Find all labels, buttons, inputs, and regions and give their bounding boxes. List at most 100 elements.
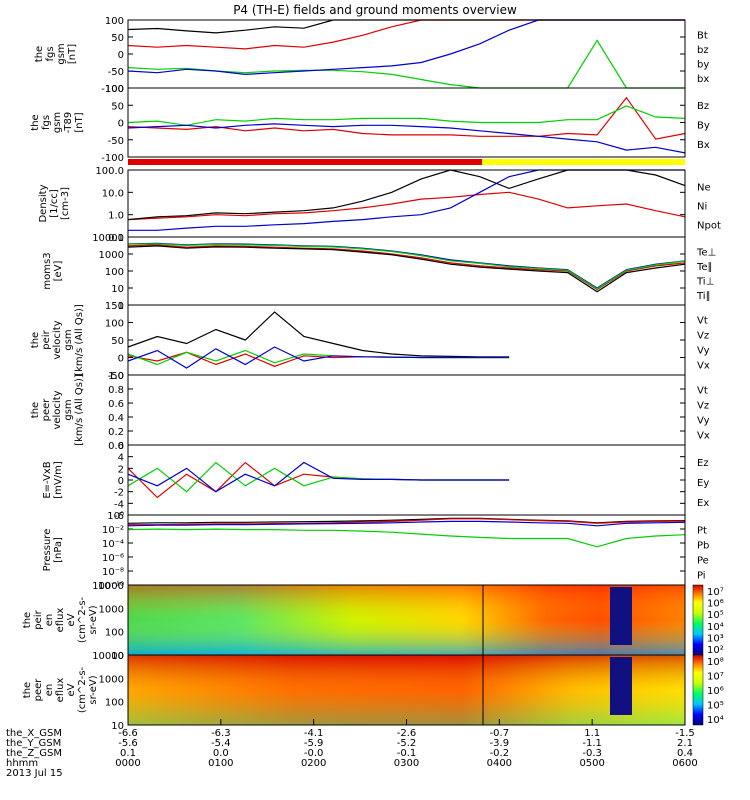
y-tick-label: 10⁻⁸ — [102, 567, 124, 578]
panel-frame — [127, 374, 686, 446]
x-tick-label: 0300 — [394, 758, 419, 769]
legend-by: by — [697, 59, 709, 70]
legend-Ez: Ez — [697, 458, 709, 469]
y-tick-label: 100 — [105, 267, 124, 278]
series-Pe-line — [127, 528, 686, 548]
y-tick-label: -4 — [114, 499, 124, 510]
y-tick-label: 100 — [105, 16, 124, 27]
panel-3-ylabel: Density[1/cc][cm-3] — [38, 184, 71, 222]
series-Te⊥-line — [127, 244, 686, 291]
panel-6-ylabel: thepeervelocitygsm[km/s (All Qs)] — [30, 374, 85, 446]
x-row-label: hhmm — [6, 758, 38, 769]
x-tick-label: -0.0 — [304, 748, 324, 759]
y-tick-label: 100 — [105, 628, 124, 639]
y-tick-label: -100 — [101, 84, 124, 95]
series-Vx-line — [127, 346, 510, 369]
x-tick-label: 1.1 — [584, 728, 600, 739]
panel-8: Pressure[nPa] 10⁰ 10⁻² 10⁻⁴ 10⁻⁶ 10⁻⁸ 10⁻¹⁰ Pt P… — [42, 511, 709, 592]
x-tick-label: 0200 — [301, 758, 326, 769]
legend-Ti⊥: Ti⊥ — [696, 276, 714, 287]
y-tick-label: 1.0 — [108, 371, 124, 382]
panel-2: thefgsgsm-T89[nT] 100 50 0 -50 -100 Bz By Bx — [30, 84, 710, 164]
x-tick-label: -0.1 — [397, 748, 417, 759]
y-tick-label: 100 — [105, 698, 124, 709]
panel-3: Density[1/cc][cm-3] 100.0 10.0 1.0 0.1 Ne Ni Np… — [38, 166, 721, 244]
y-tick-label: 0 — [118, 354, 124, 365]
region-bar-yellow — [482, 159, 685, 165]
legend-Vx: Vx — [697, 431, 710, 442]
x-tick-label: -5.4 — [211, 738, 231, 749]
y-tick-label: 0.0 — [108, 441, 124, 452]
panel-9: thepeirenefluxeV(cm^2-s-sr-eV) 10000 1000 1… — [22, 581, 724, 662]
panel-8-ylabel: Pressure[nPa] — [42, 529, 64, 572]
y-tick-label: 10.0 — [102, 188, 124, 199]
panel-4: moms3[eV] 10000 1000 100 10 1 Te⊥ Te∥ Ti⊥ Ti∥ — [42, 233, 716, 312]
panel-9-ylabel: thepeirenefluxeV(cm^2-s-sr-eV) — [22, 596, 99, 643]
series-Ni-line — [127, 169, 686, 221]
panel-1: thefgsgsm[nT] 100 50 0 -50 -100 Bt bz by bx — [34, 16, 709, 95]
series-Te∥-line — [127, 245, 686, 293]
panel-7-ylabel: E=-VxB[mV/m] — [42, 461, 64, 499]
legend-Ne: Ne — [697, 183, 711, 194]
y-tick-label: -6 — [114, 511, 124, 522]
y-tick-label: -50 — [108, 67, 124, 78]
y-tick-label: 10000 — [92, 233, 124, 244]
series-Bt-line — [127, 19, 685, 34]
series-Ti⊥-line — [127, 242, 686, 289]
legend-Ti∥: Ti∥ — [696, 291, 711, 302]
y-tick-label: 150 — [105, 301, 124, 312]
legend-Ex: Ex — [697, 498, 709, 509]
y-tick-label: 10000 — [92, 581, 124, 592]
y-tick-label: -50 — [108, 371, 124, 382]
x-tick-label: 0400 — [487, 758, 512, 769]
x-tick-label: -0.3 — [582, 748, 602, 759]
x-tick-label: -5.6 — [118, 738, 138, 749]
panel-frame — [127, 19, 686, 89]
colorbar-tick: 10⁷ — [707, 587, 724, 598]
legend-Vx: Vx — [697, 361, 710, 372]
y-tick-label: 10⁻² — [102, 525, 124, 536]
legend-By: By — [697, 121, 710, 132]
series-Pi-line — [127, 520, 686, 527]
y-tick-label: 0.1 — [108, 233, 124, 244]
colorbar-tick: 10² — [707, 645, 724, 656]
series-Bx-line — [127, 123, 686, 154]
spectrogram-overlay — [128, 655, 685, 725]
legend-Ni: Ni — [697, 202, 707, 213]
x-tick-label: -2.6 — [397, 728, 417, 739]
panel-10: thepeerenefluxeV(cm^2-s-sr-eV) 10000 1000 1… — [22, 651, 724, 732]
y-tick-label: 10⁻⁶ — [102, 553, 124, 564]
legend-Vz: Vz — [697, 401, 709, 412]
x-tick-label: -0.2 — [490, 748, 510, 759]
y-tick-label: -2 — [114, 488, 124, 499]
y-tick-label: 1 — [118, 301, 124, 312]
y-tick-label: 2 — [118, 464, 124, 475]
y-tick-label: 10⁻⁴ — [102, 539, 124, 550]
y-tick-label: 0.6 — [108, 399, 124, 410]
spectrogram-gap — [610, 587, 632, 645]
series-Npot-line — [128, 169, 685, 231]
x-row-label: the_Y_GSM — [6, 738, 61, 749]
legend-Bz: Bz — [697, 101, 709, 112]
date-label: 2013 Jul 15 — [6, 768, 63, 779]
panel-4-ylabel: moms3[eV] — [42, 252, 64, 289]
colorbar-tick: 10⁶ — [707, 686, 724, 697]
legend-Vy: Vy — [697, 416, 710, 427]
y-tick-label: 1000 — [99, 250, 124, 261]
x-tick-label: 0.4 — [677, 748, 693, 759]
series-Ey-line — [127, 461, 510, 493]
x-tick-label: -4.1 — [304, 728, 324, 739]
legend-Vy: Vy — [697, 346, 710, 357]
panel-5-ylabel: thepeirvelocitygsm[km/s (All Qs)] — [30, 304, 85, 376]
panel-2-ylabel: thefgsgsm-T89[nT] — [30, 112, 85, 134]
series-Ex-line — [127, 461, 510, 493]
x-tick-label: 0100 — [208, 758, 233, 769]
x-tick-label: 0000 — [115, 758, 140, 769]
y-tick-label: 100 — [105, 319, 124, 330]
x-row-label: the_X_GSM — [6, 728, 62, 739]
colorbar-tick: 10⁷ — [707, 672, 724, 683]
spectrogram-overlay — [128, 585, 685, 655]
colorbar — [692, 584, 704, 656]
legend-Npot: Npot — [697, 221, 721, 232]
series-Pb-line — [128, 518, 686, 526]
